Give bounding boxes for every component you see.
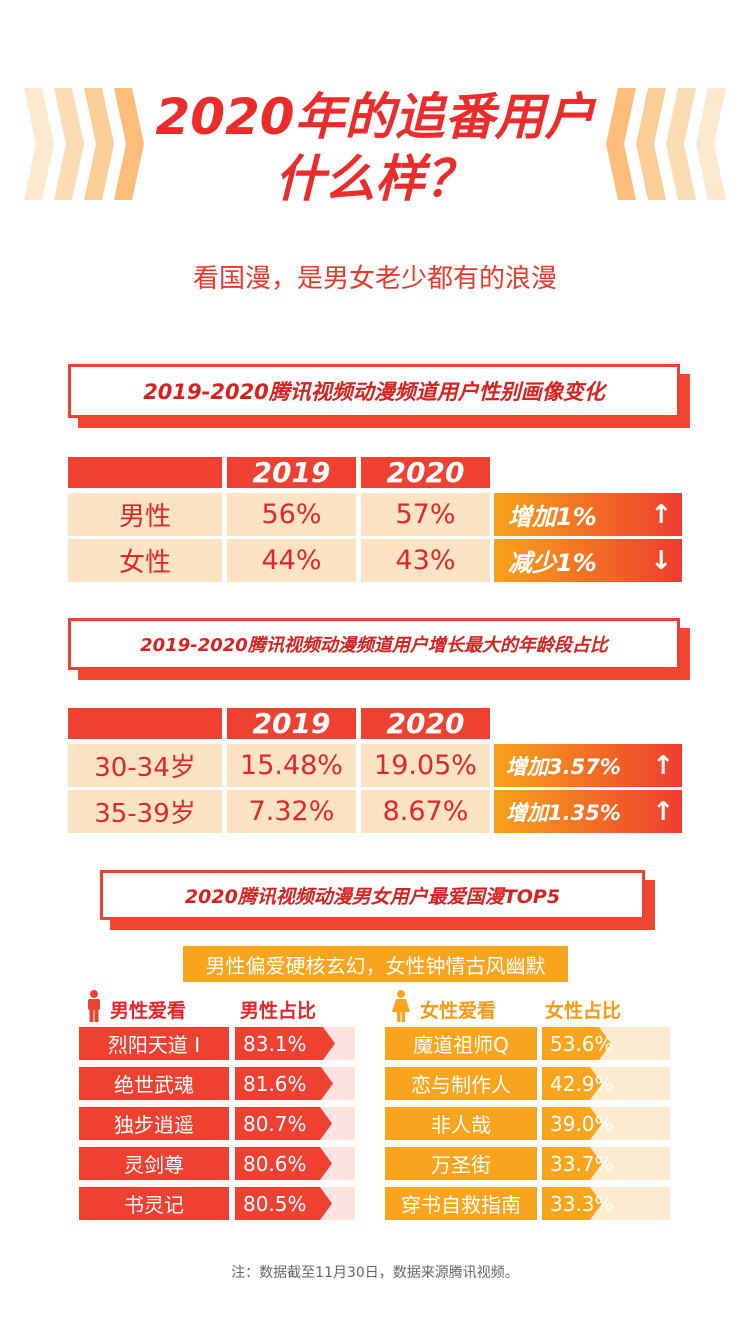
male-list-heading: 男性爱看 xyxy=(110,1000,187,1022)
table-header-blank xyxy=(68,457,222,488)
female-share-bar xyxy=(542,1067,602,1100)
female-list-heading: 女性爱看 xyxy=(420,1000,497,1022)
female-share-bar xyxy=(542,1187,602,1220)
female-2019-value: 44% xyxy=(227,539,356,582)
page-title-line2: 什么样？ xyxy=(275,150,475,208)
female-share-value: 39.0% xyxy=(550,1111,614,1136)
male-rank-name: 灵剑尊 xyxy=(79,1147,229,1180)
male-rank-name: 烈阳天道 I xyxy=(79,1027,229,1060)
left-chevron-decoration xyxy=(54,88,84,200)
female-rank-name: 魔道祖师Q xyxy=(385,1027,537,1060)
male-share-value: 81.6% xyxy=(243,1071,307,1096)
male-share-heading: 男性占比 xyxy=(240,1000,317,1022)
arrow-up-icon: ↑ xyxy=(650,499,672,530)
male-change-text: 增加1% xyxy=(508,503,597,531)
page-title-line1: 2020年的追番用户 xyxy=(155,88,595,146)
male-share-bar xyxy=(235,1147,332,1180)
left-chevron-decoration xyxy=(84,88,114,200)
female-2020-value: 43% xyxy=(361,539,490,582)
footnote: 注：数据截至11月30日，数据来源腾讯视频。 xyxy=(231,1265,519,1281)
female-share-value: 33.7% xyxy=(550,1151,614,1176)
female-change-badge: 减少1% ↓ xyxy=(494,539,682,582)
row-label-35-39: 35-39岁 xyxy=(68,790,222,833)
female-rank-name: 穿书自救指南 xyxy=(385,1187,537,1220)
male-share-value: 80.7% xyxy=(243,1111,307,1136)
top5-tagline: 男性偏爱硬核玄幻，女性钟情古风幽默 xyxy=(183,946,568,982)
female-share-value: 33.3% xyxy=(550,1191,614,1216)
male-rank-name: 绝世武魂 xyxy=(79,1067,229,1100)
page-subtitle: 看国漫，是男女老少都有的浪漫 xyxy=(192,264,557,294)
age30-2019-value: 15.48% xyxy=(227,744,356,787)
male-share-bar xyxy=(235,1187,332,1220)
age-section-banner: 2019-2020腾讯视频动漫频道用户增长最大的年龄段占比 xyxy=(68,618,690,680)
male-rank-name: 书灵记 xyxy=(79,1187,229,1220)
female-share-heading: 女性占比 xyxy=(545,1000,622,1022)
arrow-up-icon: ↑ xyxy=(652,750,674,781)
female-share-bar xyxy=(542,1027,611,1060)
female-share-bar xyxy=(542,1147,602,1180)
female-rank-name: 恋与制作人 xyxy=(385,1067,537,1100)
male-change-badge: 增加1% ↑ xyxy=(494,493,682,536)
age35-2019-value: 7.32% xyxy=(227,790,356,833)
left-chevron-decoration xyxy=(24,88,54,200)
male-rank-name: 独步逍遥 xyxy=(79,1107,229,1140)
age-banner-text: 2019-2020腾讯视频动漫频道用户增长最大的年龄段占比 xyxy=(68,618,680,670)
table-header-blank xyxy=(68,708,222,739)
gender-section-banner: 2019-2020腾讯视频动漫频道用户性别画像变化 xyxy=(68,364,690,428)
age30-change-badge: 增加3.57% ↑ xyxy=(494,744,682,787)
male-share-value: 83.1% xyxy=(243,1031,307,1056)
age30-change-text: 增加3.57% xyxy=(506,754,621,779)
age35-change-badge: 增加1.35% ↑ xyxy=(494,790,682,833)
left-chevron-decoration xyxy=(114,88,144,200)
male-share-bar xyxy=(235,1067,333,1100)
female-share-value: 42.9% xyxy=(550,1071,614,1096)
male-share-value: 80.6% xyxy=(243,1151,307,1176)
male-2019-value: 56% xyxy=(227,493,356,536)
female-rank-name: 非人哉 xyxy=(385,1107,537,1140)
age35-change-text: 增加1.35% xyxy=(506,800,621,825)
table-header-2019: 2019 xyxy=(227,707,356,740)
age30-2020-value: 19.05% xyxy=(361,744,490,787)
right-chevron-decoration xyxy=(606,88,636,200)
male-2020-value: 57% xyxy=(361,493,490,536)
row-label-male: 男性 xyxy=(68,493,222,536)
right-chevron-decoration xyxy=(696,88,726,200)
male-share-value: 80.5% xyxy=(243,1191,307,1216)
female-rank-name: 万圣街 xyxy=(385,1147,537,1180)
male-share-bar xyxy=(235,1107,332,1140)
top5-banner-text: 2020腾讯视频动漫男女用户最爱国漫TOP5 xyxy=(100,870,645,920)
top5-section-banner: 2020腾讯视频动漫男女用户最爱国漫TOP5 xyxy=(100,870,655,930)
male-person-icon xyxy=(88,990,100,1022)
table-header-2020: 2020 xyxy=(361,456,490,489)
male-share-bar xyxy=(235,1027,335,1060)
arrow-down-icon: ↓ xyxy=(650,545,672,576)
right-chevron-decoration xyxy=(666,88,696,200)
row-label-female: 女性 xyxy=(68,539,222,582)
female-person-icon xyxy=(392,990,410,1022)
female-share-value: 53.6% xyxy=(550,1031,614,1056)
right-chevron-decoration xyxy=(636,88,666,200)
row-label-30-34: 30-34岁 xyxy=(68,744,222,787)
female-change-text: 减少1% xyxy=(508,549,597,577)
table-header-2019: 2019 xyxy=(227,456,356,489)
female-share-bar xyxy=(542,1107,602,1140)
gender-banner-text: 2019-2020腾讯视频动漫频道用户性别画像变化 xyxy=(68,364,680,418)
arrow-up-icon: ↑ xyxy=(652,796,674,827)
table-header-2020: 2020 xyxy=(361,707,490,740)
age35-2020-value: 8.67% xyxy=(361,790,490,833)
